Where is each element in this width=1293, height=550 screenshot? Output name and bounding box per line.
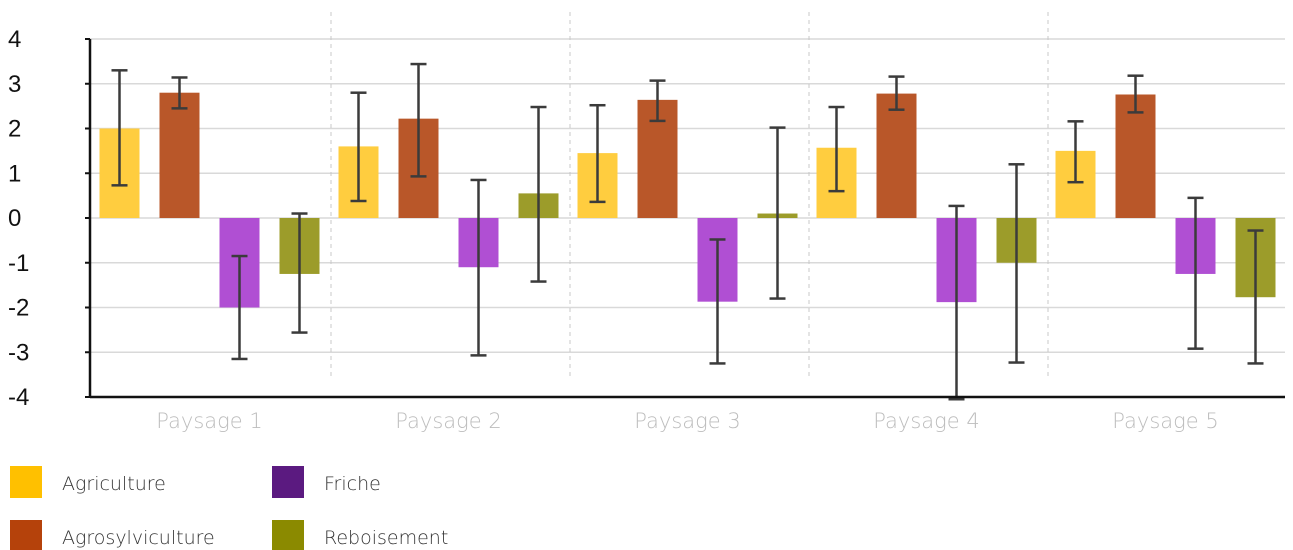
y-tick-label: 2 <box>8 116 21 143</box>
x-category-label: Paysage 5 <box>1112 409 1218 433</box>
error-bar-friche-4 <box>948 204 965 401</box>
x-category-label: Paysage 1 <box>156 409 262 433</box>
error-bar-agriculture-1 <box>111 69 128 187</box>
y-tick-label: 1 <box>8 160 21 187</box>
bar-agrosylviculture-5 <box>1115 94 1156 218</box>
error-bar-friche-5 <box>1187 196 1204 350</box>
x-category-label: Paysage 3 <box>634 409 740 433</box>
legend: Agriculture Agrosylviculture Friche Reboise… <box>10 466 448 550</box>
legend-item-agrosylviculture: Agrosylviculture <box>10 520 215 550</box>
error-bar-agriculture-5 <box>1067 120 1084 184</box>
error-bar-reboisement-2 <box>530 105 547 283</box>
error-bar-reboisement-5 <box>1247 229 1264 365</box>
x-category-label: Paysage 4 <box>873 409 979 433</box>
legend-label: Agrosylviculture <box>62 527 215 549</box>
bars <box>99 92 1276 308</box>
y-tick-label: 0 <box>8 205 21 232</box>
legend-label: Reboisement <box>324 527 448 549</box>
legend-swatch <box>272 520 304 550</box>
y-tick-label: -1 <box>8 250 29 277</box>
error-bar-agriculture-4 <box>828 105 845 193</box>
x-category-label: Paysage 2 <box>395 409 501 433</box>
error-bar-friche-2 <box>470 178 487 357</box>
legend-swatch <box>272 466 304 498</box>
legend-item-reboisement: Reboisement <box>272 520 448 550</box>
y-tick-label: 3 <box>8 71 21 98</box>
legend-swatch <box>10 466 42 498</box>
legend-label: Agriculture <box>62 473 166 495</box>
error-bars <box>111 62 1264 401</box>
error-bar-agrosylviculture-3 <box>649 79 666 123</box>
axis-labels: 4 3 2 1 0 -1 -2 -3 -4 Paysage 1 Paysage 2 Paysage 3… <box>8 26 1219 433</box>
legend-item-friche: Friche <box>272 466 381 498</box>
y-tick-label: -2 <box>8 295 29 322</box>
bar-agrosylviculture-4 <box>876 93 917 218</box>
error-bar-reboisement-1 <box>291 212 308 334</box>
error-bar-agrosylviculture-4 <box>888 75 905 111</box>
legend-item-agriculture: Agriculture <box>10 466 166 498</box>
grid-lines <box>90 12 1285 376</box>
error-bar-agrosylviculture-1 <box>171 76 188 110</box>
legend-label: Friche <box>324 473 381 495</box>
error-bar-agrosylviculture-5 <box>1127 74 1144 114</box>
bar-agrosylviculture-1 <box>159 92 200 218</box>
error-bar-friche-3 <box>709 238 726 365</box>
error-bar-agriculture-3 <box>589 103 606 204</box>
legend-swatch <box>10 520 42 550</box>
error-bar-agrosylviculture-2 <box>410 62 427 178</box>
error-bar-friche-1 <box>231 254 248 361</box>
error-bar-reboisement-3 <box>769 126 786 300</box>
y-tick-label: -3 <box>8 339 29 366</box>
error-bar-agriculture-2 <box>350 91 367 203</box>
y-tick-label: -4 <box>8 384 29 411</box>
error-bar-reboisement-4 <box>1008 163 1025 364</box>
y-tick-label: 4 <box>8 26 21 53</box>
axes <box>85 38 1285 399</box>
